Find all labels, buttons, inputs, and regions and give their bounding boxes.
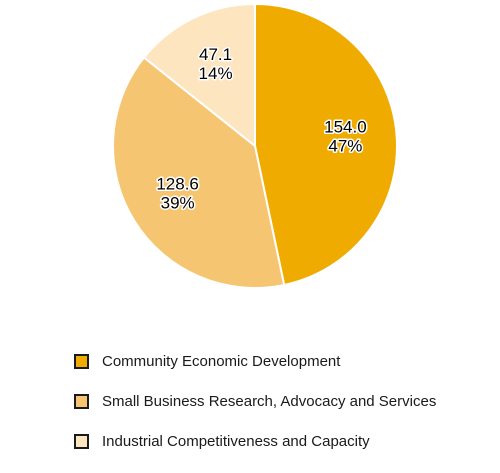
legend-swatch <box>74 433 89 449</box>
pie-chart: 154.047% 128.639% 47.114% <box>112 2 398 289</box>
legend-swatch <box>74 353 89 369</box>
legend-swatch <box>74 393 89 409</box>
pie-slices <box>112 2 398 289</box>
pie-labels: 154.047% 128.639% 47.114% <box>155 44 368 215</box>
pie-slice <box>254 2 398 287</box>
slice-percent-label: 14% <box>199 64 233 83</box>
legend-label: Community Economic Development <box>102 352 341 370</box>
slice-value-label: 47.1 <box>199 45 232 64</box>
slice-percent-label: 47% <box>328 137 362 156</box>
legend: Community Economic Development Small Bus… <box>74 350 436 470</box>
pie-slice <box>112 56 286 289</box>
legend-item-community-economic-development: Community Economic Development <box>74 350 436 372</box>
slice-value-label: 128.6 <box>156 175 199 194</box>
slice-value-label: 154.0 <box>324 118 367 137</box>
legend-item-industrial-competitiveness: Industrial Competitiveness and Capacity <box>74 430 436 452</box>
legend-item-small-business: Small Business Research, Advocacy and Se… <box>74 390 436 412</box>
legend-label: Small Business Research, Advocacy and Se… <box>102 392 437 410</box>
pie-slice <box>142 2 256 149</box>
slice-percent-label: 39% <box>161 194 195 213</box>
legend-label: Industrial Competitiveness and Capacity <box>102 432 370 450</box>
